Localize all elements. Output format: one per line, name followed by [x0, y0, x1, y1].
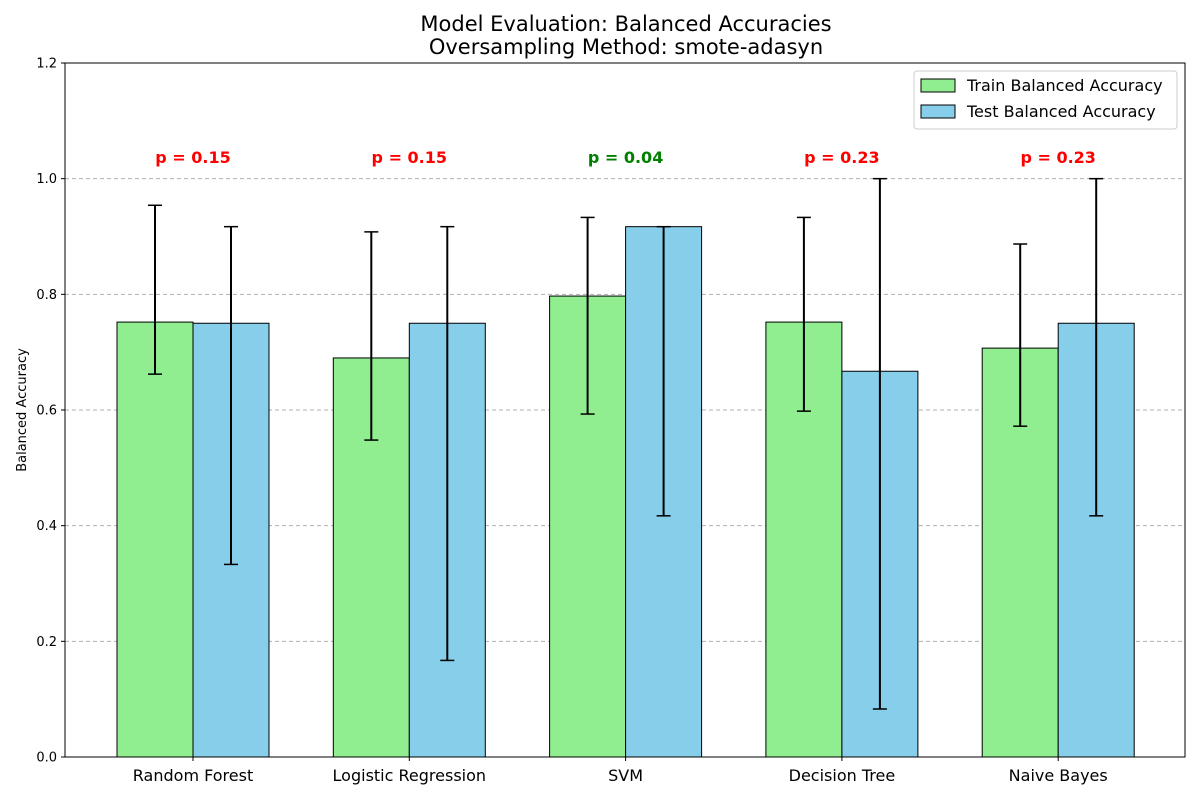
x-tick-label: Random Forest	[133, 766, 253, 785]
p-value-label: p = 0.23	[1020, 148, 1095, 167]
y-tick-label: 0.4	[36, 519, 57, 534]
y-axis: 0.0 0.2 0.4 0.6 0.8 1.0 1.2	[36, 57, 65, 766]
legend-swatch-train	[920, 78, 956, 93]
y-tick-label: 0.6	[36, 404, 57, 419]
p-value-label: p = 0.15	[372, 148, 447, 167]
error-bars	[148, 177, 1104, 710]
p-value-label: p = 0.15	[155, 148, 230, 167]
y-axis-label: Balanced Accuracy	[15, 348, 30, 472]
x-axis: Random Forest Logistic Regression SVM Decis…	[133, 757, 1108, 785]
x-tick-label: Logistic Regression	[333, 766, 486, 785]
x-tick-label: Naive Bayes	[1009, 766, 1108, 785]
train-bar	[116, 321, 194, 758]
y-tick-label: 0.8	[36, 288, 57, 303]
legend-swatch-test	[920, 104, 956, 119]
y-tick-label: 1.2	[36, 57, 57, 72]
x-tick-label: Decision Tree	[789, 766, 896, 785]
legend: Train Balanced Accuracy Test Balanced Acc…	[913, 70, 1178, 130]
y-tick-label: 0.2	[36, 635, 57, 650]
chart-subtitle: Oversampling Method: smote-adasyn	[429, 35, 823, 59]
y-tick-label: 0.0	[36, 751, 57, 766]
legend-label-test: Test Balanced Accuracy	[966, 102, 1156, 121]
y-tick-label: 1.0	[36, 172, 57, 187]
legend-box	[913, 70, 1178, 130]
legend-label-train: Train Balanced Accuracy	[966, 76, 1163, 95]
chart-title: Model Evaluation: Balanced Accuracies	[420, 12, 831, 36]
x-tick-label: SVM	[608, 766, 643, 785]
p-value-label: p = 0.04	[588, 148, 663, 167]
p-value-annotations: p = 0.15 p = 0.15 p = 0.04 p = 0.23 p = 0.23	[155, 148, 1096, 167]
p-value-label: p = 0.23	[804, 148, 879, 167]
